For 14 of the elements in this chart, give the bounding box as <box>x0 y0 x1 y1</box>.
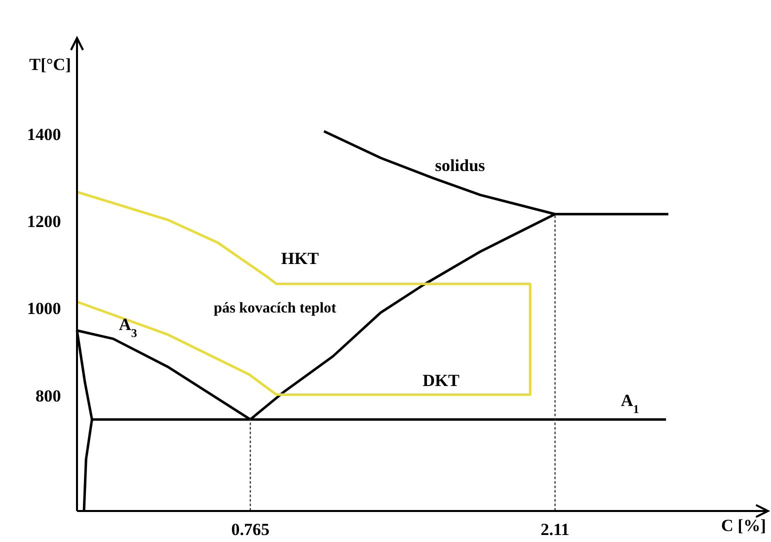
y-tick-label: 1000 <box>27 299 61 318</box>
annotation: pás kovacích teplot <box>214 300 336 316</box>
x-tick-label: 2.11 <box>540 520 570 539</box>
annotation: HKT <box>281 248 320 268</box>
y-tick-label: 1200 <box>27 212 61 232</box>
y-tick-label: 800 <box>36 386 61 406</box>
annotation: A$_{1}$ <box>620 390 640 416</box>
x-tick-label: 0.765 <box>231 520 270 539</box>
annotation: DKT <box>422 370 460 390</box>
x-axis-title: C [%] <box>721 516 766 535</box>
annotation: A$_{3}$ <box>118 314 138 340</box>
y-tick-label: 1400 <box>27 124 61 144</box>
y-axis-title: T[°C] <box>29 55 71 74</box>
annotation: solidus <box>434 156 486 175</box>
